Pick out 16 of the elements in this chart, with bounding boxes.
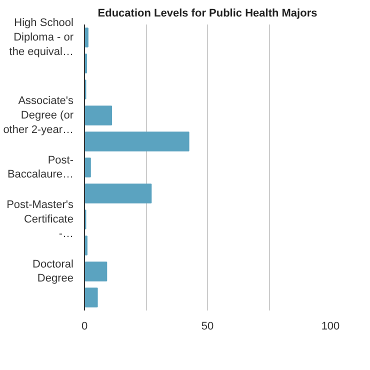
bar [84, 262, 108, 282]
x-tick-label: 0 [81, 320, 88, 332]
bar [84, 158, 91, 178]
x-tick-label: 100 [321, 320, 340, 332]
y-tick-label: Post-Master's Certificate -… [6, 199, 74, 240]
y-tick-label: Post-Baccalaure… [7, 154, 74, 181]
x-tick-label: 50 [201, 320, 214, 332]
y-tick-label: High School Diploma - or the equival… [9, 17, 74, 58]
bar [84, 288, 98, 308]
bar [84, 132, 190, 152]
y-tick-label: Associate's Degree (or other 2-year… [3, 95, 74, 136]
chart-title: Education Levels for Public Health Majors [98, 8, 318, 20]
bar [84, 184, 152, 204]
bar [84, 106, 112, 126]
y-tick-label: Doctoral Degree [32, 258, 74, 285]
bar [84, 28, 88, 48]
